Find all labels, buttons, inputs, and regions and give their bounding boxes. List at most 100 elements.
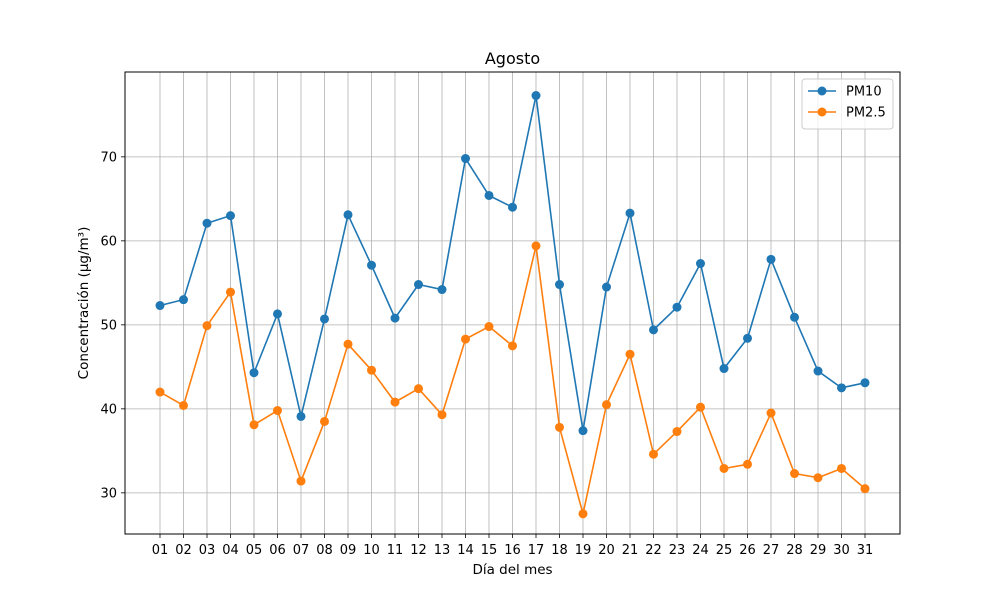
y-tick-label: 40: [100, 402, 117, 417]
series-1-point: [367, 365, 376, 375]
x-tick-label: 28: [786, 543, 803, 558]
y-axis-label: Concentración (µg/m³): [76, 227, 92, 380]
series-0-point: [508, 202, 517, 212]
series-0-point: [320, 314, 329, 324]
x-tick-label: 11: [387, 543, 404, 558]
x-tick-label: 06: [269, 543, 286, 558]
series-1-point: [555, 422, 564, 432]
series-0-point: [179, 295, 188, 305]
series-0-point: [719, 364, 729, 374]
series-0-point: [696, 259, 705, 269]
x-tick-label: 31: [857, 543, 874, 558]
series-0-point: [296, 411, 306, 421]
x-tick-label: 05: [246, 543, 263, 558]
series-1-point: [649, 449, 658, 459]
series-0-point: [273, 309, 282, 319]
series-1-point: [414, 384, 423, 394]
series-0-point: [743, 333, 752, 343]
series-1-point: [790, 469, 799, 479]
series-0-point: [860, 378, 870, 388]
x-tick-label: 03: [199, 543, 216, 558]
series-0-point: [249, 368, 259, 378]
y-tick-label: 30: [100, 486, 117, 501]
x-tick-label: 21: [622, 543, 639, 558]
series-1-point: [578, 509, 588, 519]
legend-entry-0-marker: [817, 86, 827, 96]
series-1-point: [696, 402, 705, 412]
series-1-point: [766, 408, 776, 418]
y-axis: 30 40 50 60 70: [100, 150, 125, 501]
x-tick-label: 18: [551, 543, 568, 558]
x-tick-label: 30: [833, 543, 850, 558]
y-tick-label: 50: [100, 318, 117, 333]
series-0-point: [837, 383, 846, 393]
x-tick-label: 29: [810, 543, 827, 558]
x-tick-label: 01: [152, 543, 169, 558]
series-1-point: [860, 484, 870, 494]
x-tick-label: 14: [457, 543, 474, 558]
series-1-point: [390, 397, 400, 407]
x-tick-label: 25: [716, 543, 733, 558]
series-1-point: [249, 420, 259, 430]
series-1-point: [719, 463, 729, 473]
series-0-point: [625, 208, 635, 218]
series-0-point: [155, 301, 165, 311]
series-1-point: [837, 463, 846, 473]
series-0-point: [437, 285, 447, 295]
x-tick-label: 09: [340, 543, 357, 558]
grid: [125, 72, 900, 534]
series-1-point: [813, 473, 823, 483]
x-tick-label: 24: [692, 543, 709, 558]
series-1-point: [743, 459, 752, 469]
series-layer: [155, 91, 870, 519]
series-0-point: [555, 280, 564, 290]
series-1-point: [461, 334, 470, 344]
y-tick-label: 70: [100, 150, 117, 165]
series-1-point: [155, 387, 165, 397]
series-1-point: [531, 241, 541, 251]
series-1-point: [343, 339, 353, 349]
series-1-point: [226, 287, 235, 297]
series-1-point: [437, 410, 447, 420]
x-tick-label: 23: [669, 543, 686, 558]
series-0-point: [813, 366, 823, 376]
x-axis-label: Día del mes: [472, 562, 552, 578]
x-tick-label: 26: [739, 543, 756, 558]
x-tick-label: 02: [175, 543, 192, 558]
series-1-point: [484, 322, 494, 332]
x-tick-label: 04: [222, 543, 239, 558]
legend: PM10 PM2.5: [801, 78, 894, 130]
x-tick-label: 08: [316, 543, 333, 558]
series-0-point: [602, 282, 611, 292]
series-1-point: [320, 416, 329, 426]
x-tick-label: 20: [598, 543, 615, 558]
series-0-point: [484, 190, 494, 200]
series-0-point: [202, 218, 212, 228]
x-tick-label: 22: [645, 543, 662, 558]
series-0-point: [367, 260, 376, 270]
series-0-point: [226, 211, 235, 221]
x-axis: 01 02 03 04 05 06 07 08 09 10 11 12 13 14 15 16 17 18 19 20…: [152, 534, 874, 558]
series-1-point: [179, 400, 188, 410]
series-0-point: [390, 313, 400, 323]
series-0-point: [414, 280, 423, 290]
series-1-point: [508, 341, 517, 351]
y-tick-label: 60: [100, 234, 117, 249]
series-1-point: [273, 406, 282, 416]
legend-entry-1-label: PM2.5: [846, 106, 886, 121]
series-0-point: [343, 210, 353, 220]
x-tick-label: 15: [481, 543, 498, 558]
x-tick-label: 17: [528, 543, 545, 558]
series-0-point: [531, 91, 541, 101]
x-tick-label: 07: [293, 543, 310, 558]
x-tick-label: 13: [434, 543, 451, 558]
series-0: [155, 91, 870, 436]
series-1-point: [672, 427, 682, 437]
series-0-point: [461, 154, 470, 164]
series-0-point: [790, 312, 799, 322]
chart-title: Agosto: [485, 49, 540, 68]
series-0-point: [766, 254, 776, 264]
series-1-point: [202, 321, 212, 331]
series-0-point: [672, 302, 682, 312]
